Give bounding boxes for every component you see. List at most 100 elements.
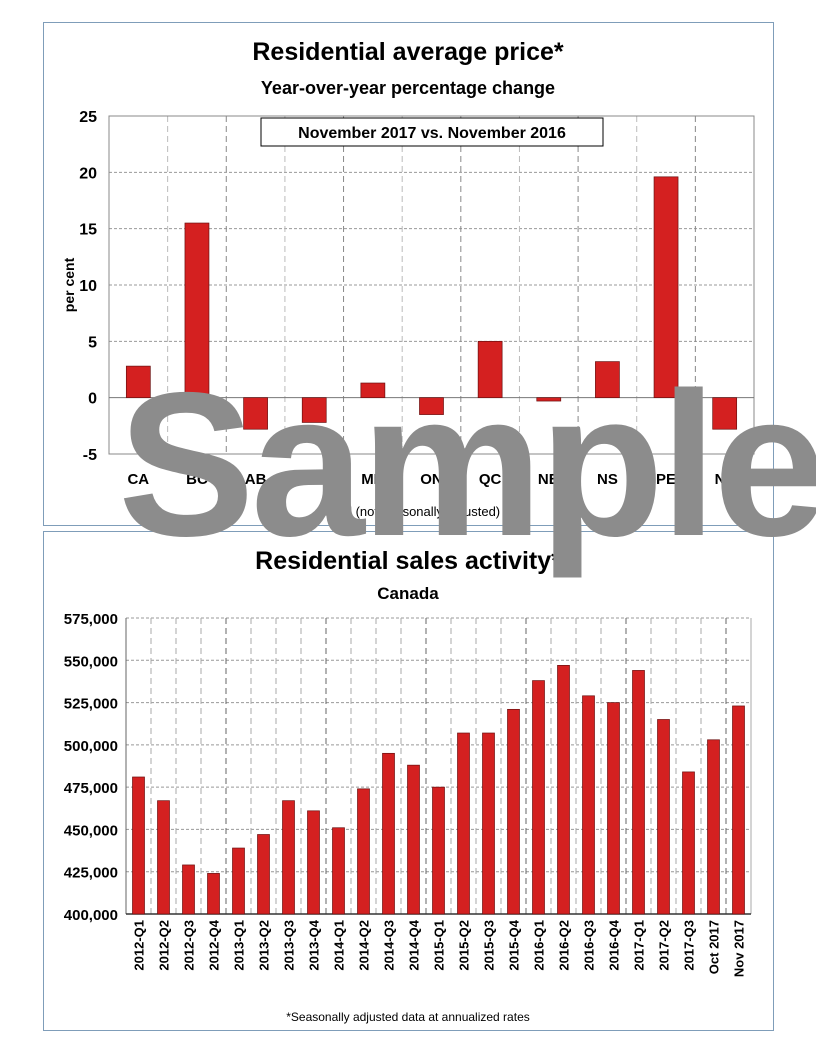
bar-2013-Q4 bbox=[307, 810, 320, 915]
x-tick-label: 2015-Q2 bbox=[457, 920, 472, 971]
x-tick-label: PE bbox=[656, 471, 676, 488]
x-tick-label: MB bbox=[361, 471, 384, 488]
bar-NB bbox=[536, 397, 562, 402]
bar-2015-Q2 bbox=[457, 732, 470, 915]
x-tick-label: QC bbox=[479, 471, 502, 488]
x-tick-label: 2013-Q2 bbox=[257, 920, 272, 971]
x-tick-label: 2017-Q1 bbox=[632, 920, 647, 971]
bar-2017-Q1 bbox=[632, 670, 645, 915]
bar-2014-Q3 bbox=[382, 752, 395, 915]
bar-NF bbox=[712, 397, 738, 430]
x-tick-label: NB bbox=[538, 471, 560, 488]
bar-2015-Q3 bbox=[482, 732, 495, 915]
bar-2013-Q2 bbox=[257, 834, 270, 915]
y-tick-label: 450,000 bbox=[64, 822, 118, 839]
sales-activity-chart-panel: Residential sales activity* Canada 400,000… bbox=[43, 531, 774, 1031]
x-tick-label: 2014-Q2 bbox=[357, 920, 372, 971]
x-tick-label: 2012-Q2 bbox=[157, 920, 172, 971]
chart-title: Residential sales activity* bbox=[255, 547, 561, 575]
bar-QC bbox=[477, 340, 503, 399]
x-tick-label: 2016-Q4 bbox=[607, 919, 622, 970]
footnote: *Seasonally adjusted data at annualized … bbox=[286, 1010, 530, 1024]
annotation-text: November 2017 vs. November 2016 bbox=[298, 125, 566, 142]
y-tick-label: 20 bbox=[79, 165, 97, 182]
x-tick-label: 2014-Q3 bbox=[382, 920, 397, 971]
x-tick-label: AB bbox=[245, 471, 267, 488]
x-tick-label: 2015-Q4 bbox=[507, 919, 522, 970]
y-axis-label: per cent bbox=[61, 257, 77, 312]
bar-CA bbox=[125, 365, 151, 399]
bar-2012-Q1 bbox=[132, 776, 145, 915]
bar-2012-Q2 bbox=[157, 800, 170, 915]
y-tick-label: 550,000 bbox=[64, 653, 118, 670]
x-tick-label: Nov 2017 bbox=[732, 920, 747, 977]
x-tick-label: 2017-Q2 bbox=[657, 920, 672, 971]
y-tick-label: 5 bbox=[88, 334, 97, 351]
bar-ON bbox=[419, 397, 444, 415]
x-tick-label: 2017-Q3 bbox=[682, 920, 697, 971]
x-tick-label: 2013-Q1 bbox=[232, 920, 247, 971]
y-tick-label: 25 bbox=[79, 109, 97, 126]
y-tick-label: 475,000 bbox=[64, 780, 118, 797]
y-tick-label: 575,000 bbox=[64, 611, 118, 628]
bar-AB bbox=[243, 397, 268, 430]
bar-2017-Q2 bbox=[657, 719, 670, 915]
x-tick-label: BC bbox=[186, 471, 208, 488]
x-tick-label: 2016-Q1 bbox=[532, 920, 547, 971]
y-tick-label: -5 bbox=[83, 447, 97, 464]
y-tick-label: 0 bbox=[88, 391, 97, 408]
x-tick-label: 2012-Q1 bbox=[132, 920, 147, 971]
x-tick-label: 2015-Q3 bbox=[482, 920, 497, 971]
bar-2017-Q3 bbox=[682, 771, 695, 915]
bar-2016-Q4 bbox=[607, 702, 620, 915]
x-axis-label: Actual (not seasonally adjusted) bbox=[316, 504, 500, 519]
x-tick-label: 2015-Q1 bbox=[432, 920, 447, 971]
bar-2013-Q3 bbox=[282, 800, 295, 915]
x-tick-label: 2016-Q2 bbox=[557, 920, 572, 971]
x-tick-label: NS bbox=[597, 471, 618, 488]
bar-2015-Q1 bbox=[432, 786, 445, 915]
x-tick-label: 2014-Q1 bbox=[332, 920, 347, 971]
bar-2016-Q1 bbox=[532, 680, 545, 915]
x-tick-label: 2012-Q3 bbox=[182, 920, 197, 971]
x-tick-label: CA bbox=[127, 471, 149, 488]
y-tick-label: 525,000 bbox=[64, 696, 118, 713]
annotation-box bbox=[260, 117, 604, 147]
sales-activity-chart: Residential sales activity* Canada 400,000… bbox=[64, 547, 752, 1024]
bar-2012-Q3 bbox=[182, 864, 195, 915]
x-tick-label: 2016-Q3 bbox=[582, 920, 597, 971]
chart-subtitle: Canada bbox=[377, 584, 439, 603]
bar-BC bbox=[184, 222, 210, 399]
plot-area bbox=[108, 115, 755, 455]
y-tick-label: 15 bbox=[79, 222, 97, 239]
y-tick-label: 500,000 bbox=[64, 738, 118, 755]
x-tick-label: SK bbox=[304, 471, 325, 488]
bar-MB bbox=[360, 382, 386, 399]
bar-NS bbox=[595, 361, 620, 399]
x-tick-label: 2013-Q4 bbox=[307, 919, 322, 970]
bar-2012-Q4 bbox=[207, 873, 220, 915]
bar-2014-Q2 bbox=[357, 788, 370, 915]
x-tick-label: Oct 2017 bbox=[707, 920, 722, 974]
bar-2016-Q2 bbox=[557, 665, 570, 915]
bar-2015-Q4 bbox=[507, 708, 520, 915]
bar-PE bbox=[653, 176, 679, 399]
bar-Oct-2017 bbox=[707, 739, 720, 915]
bar-2014-Q4 bbox=[407, 764, 420, 915]
x-tick-label: NF bbox=[715, 471, 735, 488]
chart-subtitle: Year-over-year percentage change bbox=[261, 78, 555, 98]
x-tick-label: 2014-Q4 bbox=[407, 919, 422, 970]
price-change-chart: Residential average price* Year-over-year… bbox=[61, 38, 755, 519]
x-tick-label: ON bbox=[420, 471, 443, 488]
bar-SK bbox=[301, 397, 327, 423]
bar-2016-Q3 bbox=[582, 695, 595, 915]
y-tick-label: 10 bbox=[79, 278, 97, 295]
y-tick-label: 400,000 bbox=[64, 907, 118, 924]
x-tick-label: 2012-Q4 bbox=[207, 919, 222, 970]
bar-2013-Q1 bbox=[232, 847, 245, 915]
x-tick-label: 2013-Q3 bbox=[282, 920, 297, 971]
bar-Nov-2017 bbox=[732, 705, 745, 915]
bar-2014-Q1 bbox=[332, 827, 345, 915]
price-change-chart-panel: Residential average price* Year-over-year… bbox=[43, 22, 774, 526]
chart-title: Residential average price* bbox=[252, 38, 564, 66]
